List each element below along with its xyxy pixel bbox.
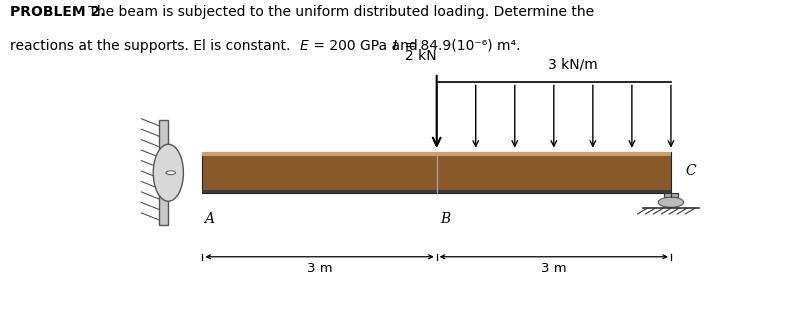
Ellipse shape [153,144,183,201]
Text: 2 kN: 2 kN [405,49,437,63]
Text: 3 m: 3 m [541,262,567,275]
Text: reactions at the supports. El is constant.: reactions at the supports. El is constan… [10,39,295,53]
Text: A: A [204,212,214,226]
Bar [202,152,671,193]
Text: = 84.9(10⁻⁶) m⁴.: = 84.9(10⁻⁶) m⁴. [400,39,521,53]
Text: I: I [392,39,396,53]
Circle shape [658,197,684,207]
Text: PROBLEM 2.: PROBLEM 2. [10,5,105,19]
Bar [664,193,678,197]
Text: C: C [685,164,696,178]
Bar [202,190,671,193]
Bar [202,152,671,156]
Text: E: E [299,39,308,53]
Text: = 200 GPa and: = 200 GPa and [309,39,422,53]
Bar [159,120,168,225]
Circle shape [166,171,175,175]
Text: 3 m: 3 m [306,262,333,275]
Text: The beam is subjected to the uniform distributed loading. Determine the: The beam is subjected to the uniform dis… [84,5,594,19]
Text: B: B [440,212,450,226]
Text: 3 kN/m: 3 kN/m [548,57,597,71]
